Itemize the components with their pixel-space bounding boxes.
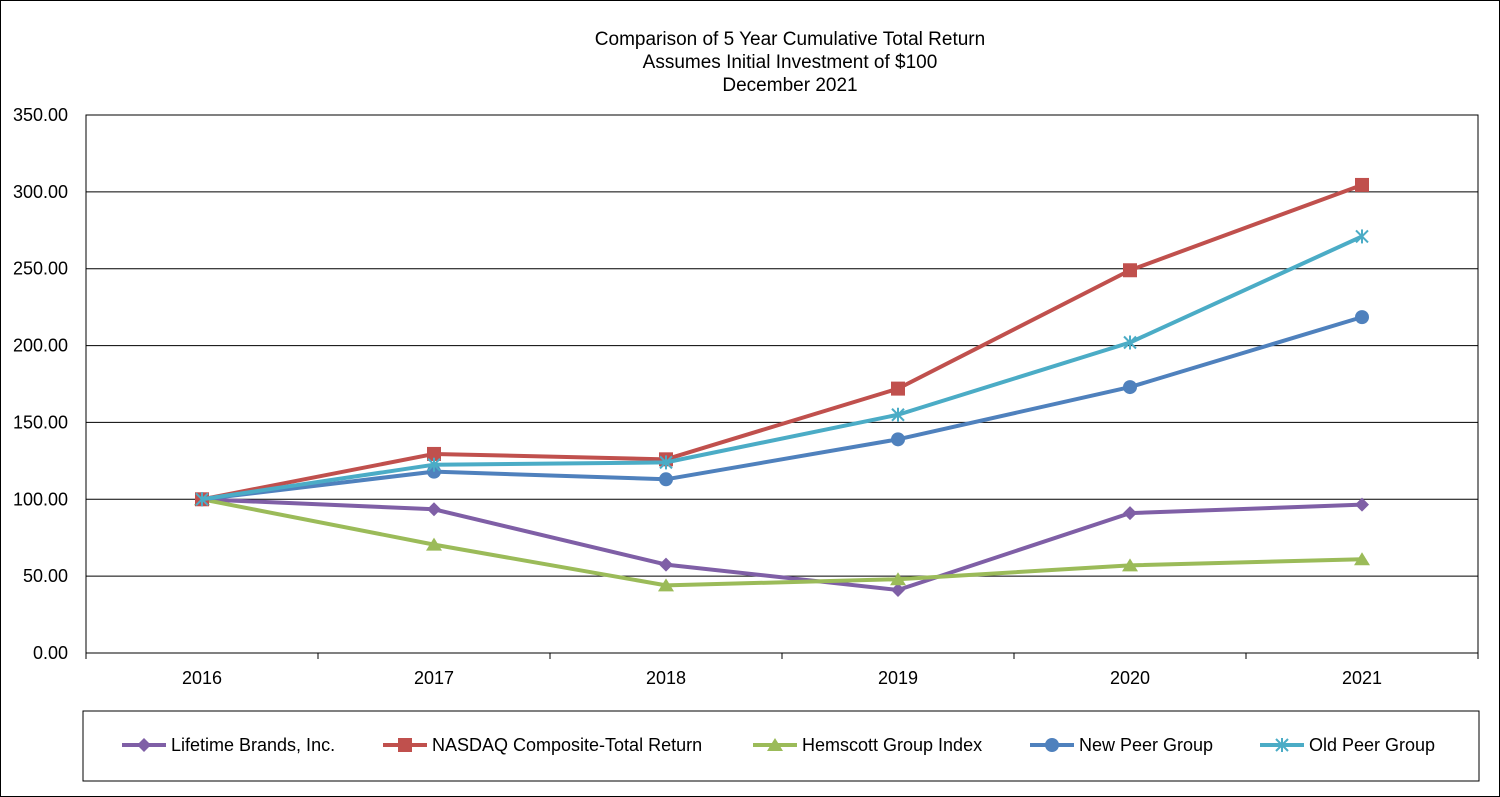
data-point-hemscott-group-index-2019 bbox=[890, 572, 906, 586]
data-point-old-peer-group-2020 bbox=[1123, 335, 1137, 350]
data-point-old-peer-group-2021 bbox=[1355, 229, 1369, 244]
series-line-lifetime-brands-inc bbox=[201, 497, 1363, 592]
data-point-old-peer-group-2018 bbox=[659, 455, 673, 470]
data-point-hemscott-group-index-2018 bbox=[658, 578, 674, 592]
legend-swatch-marker-new-peer-group bbox=[1045, 738, 1059, 752]
x-tick-label-2017: 2017 bbox=[414, 668, 454, 688]
data-point-nasdaq-composite-total-return-2020 bbox=[1123, 263, 1137, 278]
series-layer bbox=[194, 177, 1370, 597]
series-line-hemscott-group-index bbox=[201, 497, 1363, 588]
y-tick-label-0.00: 0.00 bbox=[33, 643, 68, 663]
data-point-lifetime-brands-inc-2020 bbox=[1123, 506, 1137, 521]
data-point-nasdaq-composite-total-return-2017 bbox=[427, 446, 441, 461]
x-tick-label-2019: 2019 bbox=[878, 668, 918, 688]
axis-layer: 0.00 50.00 100.00 150.00 200.00 250.00 300.00 3… bbox=[13, 105, 1479, 688]
data-point-hemscott-group-index-2017 bbox=[426, 537, 442, 551]
data-point-old-peer-group-2017 bbox=[427, 457, 441, 472]
y-tick-label-350.00: 350.00 bbox=[13, 105, 68, 125]
x-tick-label-2020: 2020 bbox=[1110, 668, 1150, 688]
y-tick-label-200.00: 200.00 bbox=[13, 336, 68, 356]
y-tick-label-300.00: 300.00 bbox=[13, 182, 68, 202]
x-tick-label-2018: 2018 bbox=[646, 668, 686, 688]
data-point-nasdaq-composite-total-return-2021 bbox=[1355, 177, 1369, 192]
chart-title-line-2: Assumes Initial Investment of $100 bbox=[642, 52, 938, 73]
y-tick-label-100.00: 100.00 bbox=[13, 489, 68, 509]
data-point-lifetime-brands-inc-2021 bbox=[1355, 497, 1369, 512]
x-tick-label-2016: 2016 bbox=[182, 668, 222, 688]
legend-swatch-marker-nasdaq-composite-total-return bbox=[398, 738, 412, 752]
y-tick-label-50.00: 50.00 bbox=[23, 566, 68, 586]
data-point-lifetime-brands-inc-2017 bbox=[427, 502, 441, 517]
data-point-new-peer-group-2018 bbox=[659, 472, 673, 487]
x-tick-label-2021: 2021 bbox=[1342, 668, 1382, 688]
legend-swatch-marker-lifetime-brands-inc bbox=[137, 738, 151, 752]
legend-swatch-marker-hemscott-group-index bbox=[767, 738, 783, 751]
y-tick-label-250.00: 250.00 bbox=[13, 259, 68, 279]
legend-label-hemscott-group-index: Hemscott Group Index bbox=[802, 735, 982, 755]
data-point-hemscott-group-index-2020 bbox=[1122, 558, 1138, 572]
data-point-new-peer-group-2019 bbox=[891, 432, 905, 447]
data-point-new-peer-group-2021 bbox=[1355, 310, 1369, 325]
data-point-lifetime-brands-inc-2018 bbox=[659, 557, 673, 572]
series-line-old-peer-group bbox=[201, 234, 1363, 502]
legend-label-nasdaq-composite-total-return: NASDAQ Composite-Total Return bbox=[432, 735, 702, 755]
data-point-nasdaq-composite-total-return-2019 bbox=[891, 381, 905, 396]
legend-label-new-peer-group: New Peer Group bbox=[1079, 735, 1213, 755]
plot-area-border bbox=[85, 114, 1479, 654]
series-line-new-peer-group bbox=[201, 315, 1363, 502]
data-point-new-peer-group-2020 bbox=[1123, 380, 1137, 395]
legend-label-lifetime-brands-inc: Lifetime Brands, Inc. bbox=[171, 735, 335, 755]
chart-title-line-1: Comparison of 5 Year Cumulative Total Re… bbox=[594, 29, 986, 50]
legend-swatch-marker-old-peer-group bbox=[1275, 738, 1289, 752]
y-tick-label-150.00: 150.00 bbox=[13, 412, 68, 432]
data-point-old-peer-group-2019 bbox=[891, 407, 905, 422]
legend: Lifetime Brands, Inc. NASDAQ Composite-To… bbox=[82, 710, 1480, 782]
data-point-hemscott-group-index-2021 bbox=[1354, 552, 1370, 566]
series-line-nasdaq-composite-total-return bbox=[201, 183, 1363, 502]
legend-label-old-peer-group: Old Peer Group bbox=[1309, 735, 1435, 755]
data-point-old-peer-group-2016 bbox=[195, 492, 209, 507]
chart-title-line-3: December 2021 bbox=[722, 75, 858, 96]
data-point-lifetime-brands-inc-2019 bbox=[891, 582, 905, 597]
